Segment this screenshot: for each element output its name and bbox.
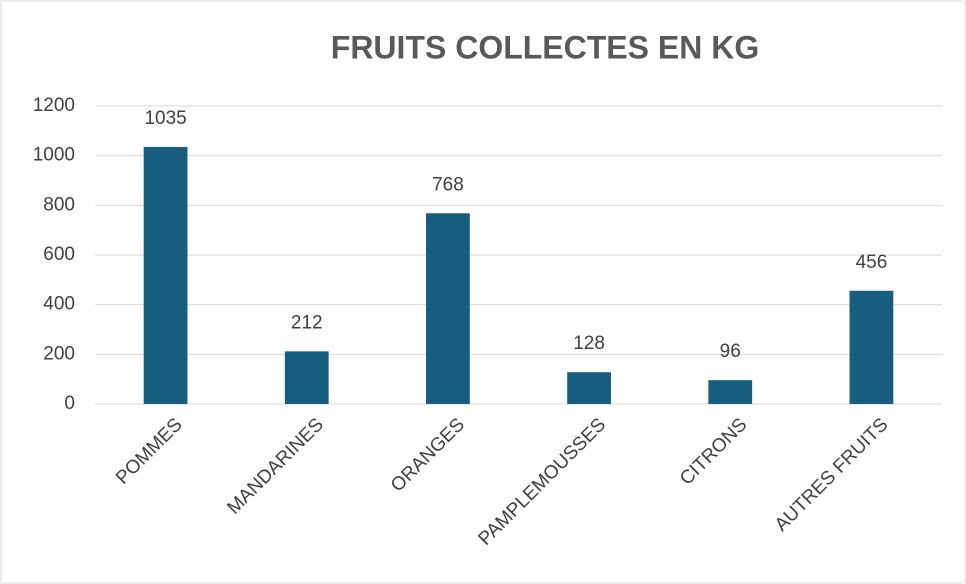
data-label: 128 bbox=[573, 333, 605, 354]
data-label: 768 bbox=[432, 174, 464, 195]
y-tick-label: 1200 bbox=[33, 95, 75, 116]
data-label: 96 bbox=[720, 341, 741, 362]
data-label: 1035 bbox=[144, 108, 186, 129]
bar bbox=[284, 351, 329, 404]
y-tick-label: 200 bbox=[43, 343, 75, 364]
bar bbox=[143, 146, 188, 404]
data-label: 456 bbox=[856, 252, 888, 273]
y-tick-label: 800 bbox=[43, 194, 75, 215]
bar bbox=[849, 290, 894, 404]
bar bbox=[708, 380, 753, 404]
y-tick-label: 600 bbox=[43, 244, 75, 265]
chart-title: FRUITS COLLECTES EN KG bbox=[331, 29, 759, 65]
y-tick-label: 400 bbox=[43, 294, 75, 315]
y-tick-label: 0 bbox=[64, 393, 75, 414]
bar bbox=[426, 213, 470, 404]
y-tick-label: 1000 bbox=[33, 145, 75, 166]
bar bbox=[567, 372, 611, 404]
data-label: 212 bbox=[291, 312, 323, 333]
